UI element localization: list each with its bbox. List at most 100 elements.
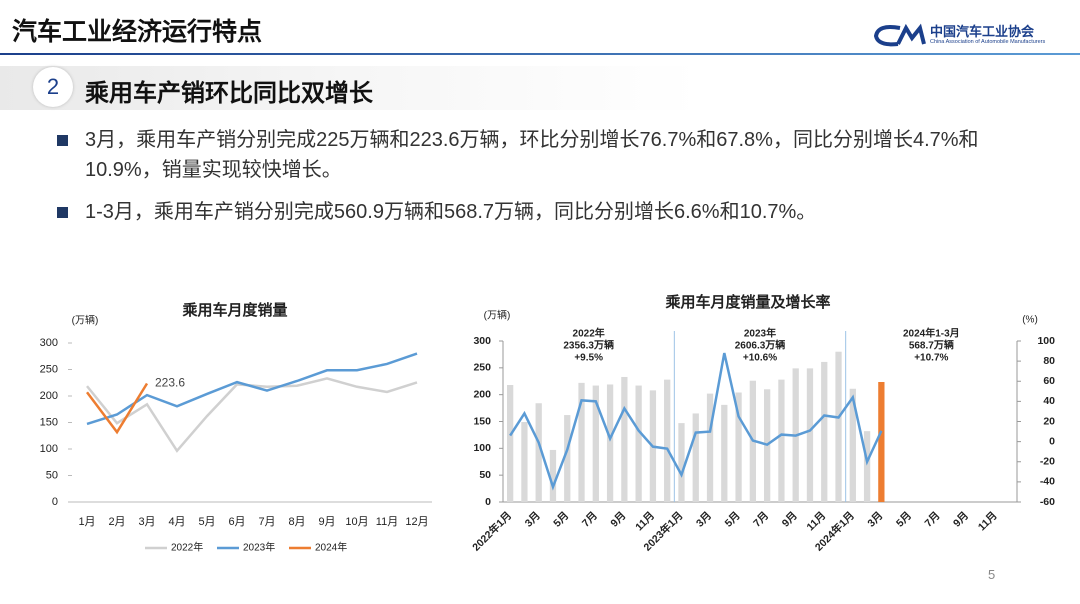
y-tick-label: 200 [473, 388, 491, 400]
line [509, 352, 883, 491]
line [86, 382, 149, 435]
y2-tick-label: 40 [1043, 395, 1055, 407]
x-tick-label: 1月 [78, 516, 95, 528]
x-tick-label: 11月 [633, 510, 657, 534]
bar [863, 431, 871, 502]
chart-title: 乘用车月度销量 [181, 301, 287, 319]
logo-cn: 中国汽车工业协会 [930, 24, 1035, 39]
bullet: 1-3月，乘用车产销分别完成560.9万辆和568.7万辆，同比分别增长6.6%… [57, 197, 1045, 227]
y2-tick-label: -20 [1040, 456, 1055, 468]
y2-tick-label: 60 [1043, 375, 1055, 387]
x-tick-label: 7月 [751, 510, 771, 530]
section-band [0, 66, 700, 110]
header-rule [0, 53, 1080, 55]
bar [549, 449, 557, 502]
x-tick-label: 2月 [108, 516, 125, 528]
y-tick-label: 100 [40, 443, 58, 455]
x-tick-label: 5月 [894, 510, 914, 530]
y-tick-label: 150 [473, 415, 491, 427]
bar [564, 415, 571, 502]
bar [821, 361, 828, 502]
x-tick-label: 8月 [288, 516, 305, 528]
header-title: 汽车工业经济运行特点 [12, 18, 263, 46]
annotation: 2356.3万辆 [563, 339, 614, 352]
y2-tick-label: -40 [1040, 476, 1055, 488]
x-tick-label: 12月 [405, 516, 428, 528]
y-tick-label: 300 [40, 337, 58, 349]
annotation: +9.5% [574, 353, 603, 364]
data-label: 223.6 [155, 376, 185, 390]
bar [735, 392, 742, 502]
y2-tick-label: 80 [1043, 355, 1055, 367]
x-tick-label: 3月 [138, 516, 155, 528]
y-tick-label: 150 [40, 416, 58, 428]
bar [878, 382, 885, 502]
bar [678, 423, 685, 502]
bullet: 3月，乘用车产销分别完成225万辆和223.6万辆，环比分别增长76.7%和67… [57, 125, 1045, 185]
bar [635, 385, 642, 502]
x-tick-label: 9月 [780, 510, 800, 530]
x-tick-label: 6月 [228, 516, 245, 528]
y2-tick-label: 0 [1049, 435, 1055, 447]
x-tick-label: 7月 [580, 510, 600, 530]
x-tick-label: 11月 [805, 510, 829, 534]
legend-label: 2023年 [243, 541, 275, 554]
y-tick-label: 50 [46, 469, 58, 481]
y-tick-label: 100 [473, 442, 491, 454]
y-axis-label: (万辆) [72, 314, 99, 327]
bar [621, 376, 628, 502]
bar [849, 388, 856, 502]
x-tick-label: 5月 [198, 516, 215, 528]
annotation: 2024年1-3月 [903, 327, 960, 340]
y-tick-label: 0 [485, 496, 491, 508]
y-axis-label: (万辆) [484, 309, 511, 322]
bar [806, 368, 814, 502]
bar [664, 379, 671, 502]
annotation: 568.7万辆 [909, 339, 954, 352]
bar [835, 351, 842, 502]
bar [778, 379, 785, 502]
x-tick-label: 11月 [976, 510, 1000, 534]
bar [592, 385, 599, 502]
bar [578, 382, 585, 502]
section-title: 乘用车产销环比同比双增长 [85, 80, 373, 107]
bar [606, 384, 614, 502]
legend-label: 2024年 [315, 541, 347, 554]
x-tick-label: 5月 [551, 510, 571, 530]
x-tick-label: 3月 [523, 510, 543, 530]
logo-en: China Association of Automobile Manufact… [930, 39, 1046, 45]
annotation: 2022年 [573, 327, 605, 340]
bar [706, 393, 714, 502]
x-tick-label: 3月 [694, 510, 714, 530]
bar [506, 385, 514, 502]
bar [535, 403, 542, 502]
x-tick-label: 3月 [865, 510, 885, 530]
y-tick-label: 300 [473, 335, 491, 347]
annotation: +10.7% [914, 353, 948, 364]
line [86, 377, 418, 453]
x-tick-label: 7月 [258, 516, 275, 528]
y2-tick-label: 20 [1043, 415, 1055, 427]
x-tick-label: 10月 [345, 516, 368, 528]
annotation: 2606.3万辆 [735, 339, 786, 352]
x-tick-label: 5月 [723, 510, 743, 530]
logo-mark [873, 23, 926, 47]
x-tick-label: 2022年1月 [470, 509, 515, 554]
y-tick-label: 200 [40, 390, 58, 402]
annotation: 2023年 [744, 327, 776, 340]
x-tick-label: 9月 [318, 516, 335, 528]
chart-title: 乘用车月度销量及增长率 [664, 293, 830, 311]
legend-label: 2022年 [171, 541, 203, 554]
bar [692, 413, 699, 502]
x-tick-label: 9月 [608, 510, 628, 530]
x-tick-label: 9月 [951, 510, 971, 530]
x-tick-label: 11月 [376, 516, 398, 528]
bar [721, 404, 728, 502]
x-tick-label: 7月 [923, 510, 943, 530]
page-number: 5 [988, 567, 996, 582]
bar [521, 422, 528, 502]
annotation: +10.6% [743, 353, 777, 364]
y2-tick-label: 100 [1037, 335, 1055, 347]
y2-axis-label: (%) [1022, 315, 1038, 326]
